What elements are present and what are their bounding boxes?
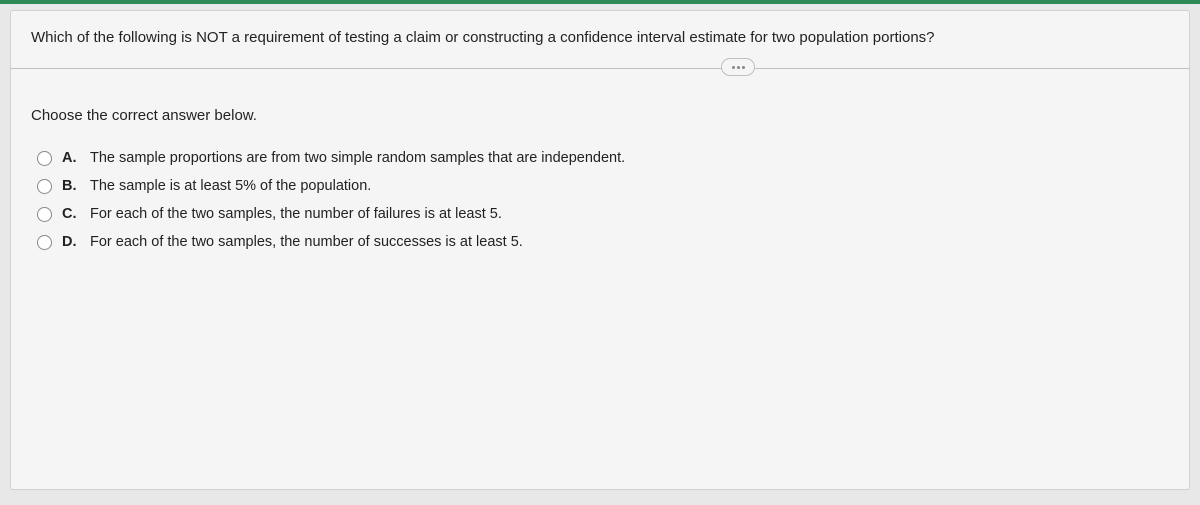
more-options-button[interactable]	[721, 58, 755, 76]
ellipsis-icon	[732, 66, 745, 69]
radio-a[interactable]	[37, 151, 52, 166]
options-list: A. The sample proportions are from two s…	[11, 138, 1189, 256]
radio-b[interactable]	[37, 179, 52, 194]
option-text: For each of the two samples, the number …	[90, 206, 1169, 222]
instruction-text: Choose the correct answer below.	[11, 69, 1189, 138]
question-card: Which of the following is NOT a requirem…	[10, 10, 1190, 490]
question-text: Which of the following is NOT a requirem…	[11, 11, 1189, 68]
option-text: For each of the two samples, the number …	[90, 234, 1169, 250]
option-text: The sample proportions are from two simp…	[90, 150, 1169, 166]
option-letter: C.	[62, 206, 80, 222]
top-accent-bar	[0, 0, 1200, 4]
option-letter: D.	[62, 234, 80, 250]
option-row-b: B. The sample is at least 5% of the popu…	[37, 172, 1169, 200]
radio-d[interactable]	[37, 235, 52, 250]
radio-c[interactable]	[37, 207, 52, 222]
option-row-d: D. For each of the two samples, the numb…	[37, 228, 1169, 256]
option-text: The sample is at least 5% of the populat…	[90, 178, 1169, 194]
section-divider	[11, 68, 1189, 69]
option-row-a: A. The sample proportions are from two s…	[37, 144, 1169, 172]
option-letter: A.	[62, 150, 80, 166]
option-letter: B.	[62, 178, 80, 194]
option-row-c: C. For each of the two samples, the numb…	[37, 200, 1169, 228]
